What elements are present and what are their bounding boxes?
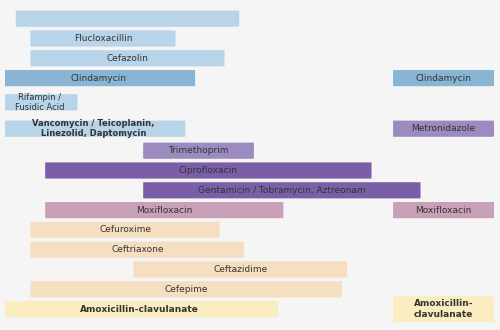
Text: Moxifloxacin: Moxifloxacin — [416, 206, 472, 214]
FancyBboxPatch shape — [30, 281, 342, 297]
FancyBboxPatch shape — [30, 222, 220, 238]
FancyBboxPatch shape — [393, 120, 494, 137]
Text: Vancomycin / Teicoplanin,
Linezolid, Daptomycin: Vancomycin / Teicoplanin, Linezolid, Dap… — [32, 119, 154, 138]
Text: Gentamicin / Tobramycin, Aztreonam: Gentamicin / Tobramycin, Aztreonam — [198, 186, 366, 195]
Text: Cefuroxime: Cefuroxime — [99, 225, 151, 234]
FancyBboxPatch shape — [30, 242, 244, 258]
FancyBboxPatch shape — [143, 143, 254, 159]
Text: Flucloxacillin: Flucloxacillin — [74, 34, 132, 43]
FancyBboxPatch shape — [1, 94, 78, 111]
FancyBboxPatch shape — [16, 11, 239, 27]
FancyBboxPatch shape — [30, 30, 176, 47]
FancyBboxPatch shape — [45, 202, 284, 218]
Text: Trimethoprim: Trimethoprim — [168, 146, 229, 155]
Text: Ciprofloxacin: Ciprofloxacin — [179, 166, 238, 175]
FancyBboxPatch shape — [45, 162, 372, 179]
FancyBboxPatch shape — [30, 50, 224, 66]
Text: Cefazolin: Cefazolin — [106, 54, 148, 63]
Text: Amoxicillin-
clavulanate: Amoxicillin- clavulanate — [414, 299, 474, 319]
Text: Ceftriaxone: Ceftriaxone — [111, 245, 164, 254]
Text: Clindamycin: Clindamycin — [416, 74, 472, 82]
Text: Metronidazole: Metronidazole — [412, 124, 476, 133]
Text: Clindamycin: Clindamycin — [70, 74, 126, 82]
FancyBboxPatch shape — [1, 70, 195, 86]
Text: Moxifloxacin: Moxifloxacin — [136, 206, 192, 214]
FancyBboxPatch shape — [1, 301, 278, 317]
FancyBboxPatch shape — [393, 296, 494, 322]
FancyBboxPatch shape — [393, 70, 494, 86]
Text: Rifampin /
Fusidic Acid: Rifampin / Fusidic Acid — [14, 93, 64, 112]
Text: Ceftazidime: Ceftazidime — [213, 265, 268, 274]
FancyBboxPatch shape — [1, 120, 186, 137]
Text: Amoxicillin-clavulanate: Amoxicillin-clavulanate — [80, 305, 199, 314]
Text: Cefepime: Cefepime — [164, 285, 208, 294]
FancyBboxPatch shape — [143, 182, 420, 198]
FancyBboxPatch shape — [134, 261, 347, 278]
FancyBboxPatch shape — [393, 202, 494, 218]
